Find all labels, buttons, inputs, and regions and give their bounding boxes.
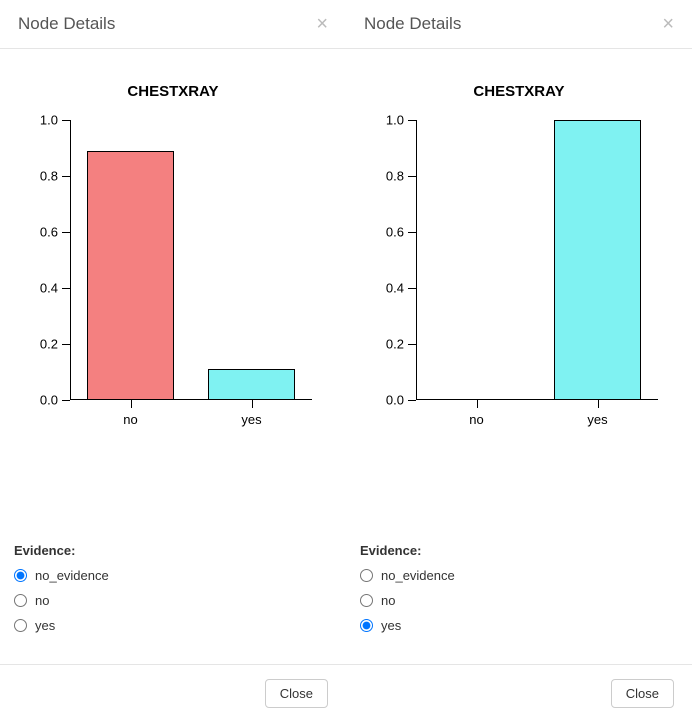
y-tick-label: 0.2 xyxy=(386,337,404,352)
radio-input[interactable] xyxy=(360,619,373,632)
panel-body: CHESTXRAY 0.00.20.40.60.81.0noyes Eviden… xyxy=(346,49,692,664)
y-tick-label: 0.0 xyxy=(386,393,404,408)
node-details-panel: Node Details × CHESTXRAY 0.00.20.40.60.8… xyxy=(0,0,346,722)
y-tick-label: 0.6 xyxy=(386,225,404,240)
y-tick xyxy=(62,400,70,401)
panel-body: CHESTXRAY 0.00.20.40.60.81.0noyes Eviden… xyxy=(0,49,346,664)
chart-area: CHESTXRAY 0.00.20.40.60.81.0noyes xyxy=(360,83,678,503)
panel-title: Node Details xyxy=(364,14,461,34)
radio-label: yes xyxy=(35,618,55,633)
panel-footer: Close xyxy=(0,664,346,722)
y-tick xyxy=(62,232,70,233)
bar-no xyxy=(87,151,174,400)
y-tick xyxy=(62,176,70,177)
y-tick xyxy=(408,120,416,121)
radio-input[interactable] xyxy=(14,569,27,582)
chart-area: CHESTXRAY 0.00.20.40.60.81.0noyes xyxy=(14,83,332,503)
radio-input[interactable] xyxy=(360,569,373,582)
radio-input[interactable] xyxy=(14,619,27,632)
y-tick-label: 0.2 xyxy=(40,337,58,352)
bar-yes xyxy=(208,369,295,400)
evidence-label: Evidence: xyxy=(360,543,678,558)
node-details-panel: Node Details × CHESTXRAY 0.00.20.40.60.8… xyxy=(346,0,692,722)
x-tick xyxy=(598,400,599,408)
x-tick-label: no xyxy=(469,412,483,427)
evidence-option-no[interactable]: no xyxy=(14,593,332,608)
close-button[interactable]: Close xyxy=(265,679,328,708)
evidence-option-no_evidence[interactable]: no_evidence xyxy=(360,568,678,583)
dialog-container: Node Details × CHESTXRAY 0.00.20.40.60.8… xyxy=(0,0,692,722)
y-tick-label: 0.6 xyxy=(40,225,58,240)
chart-title: CHESTXRAY xyxy=(14,83,332,100)
y-tick xyxy=(62,344,70,345)
close-icon[interactable]: × xyxy=(316,14,328,34)
bar-chart: 0.00.20.40.60.81.0noyes xyxy=(70,120,312,400)
y-tick-label: 1.0 xyxy=(40,113,58,128)
radio-label: no_evidence xyxy=(35,568,109,583)
x-tick-label: yes xyxy=(241,412,261,427)
y-tick-label: 0.8 xyxy=(386,169,404,184)
y-tick xyxy=(408,232,416,233)
close-icon[interactable]: × xyxy=(662,14,674,34)
y-tick xyxy=(408,176,416,177)
panel-title: Node Details xyxy=(18,14,115,34)
y-tick xyxy=(408,400,416,401)
evidence-option-yes[interactable]: yes xyxy=(14,618,332,633)
evidence-section: Evidence: no_evidence no yes xyxy=(14,543,332,633)
y-tick-label: 0.0 xyxy=(40,393,58,408)
radio-label: yes xyxy=(381,618,401,633)
evidence-option-yes[interactable]: yes xyxy=(360,618,678,633)
evidence-option-no[interactable]: no xyxy=(360,593,678,608)
x-tick xyxy=(477,400,478,408)
chart-title: CHESTXRAY xyxy=(360,83,678,100)
y-tick-label: 0.4 xyxy=(386,281,404,296)
radio-label: no xyxy=(381,593,395,608)
y-tick-label: 0.4 xyxy=(40,281,58,296)
x-tick xyxy=(131,400,132,408)
evidence-option-no_evidence[interactable]: no_evidence xyxy=(14,568,332,583)
panel-footer: Close xyxy=(346,664,692,722)
y-tick xyxy=(408,344,416,345)
bar-chart: 0.00.20.40.60.81.0noyes xyxy=(416,120,658,400)
y-tick-label: 0.8 xyxy=(40,169,58,184)
evidence-label: Evidence: xyxy=(14,543,332,558)
x-tick xyxy=(252,400,253,408)
bar-yes xyxy=(554,120,641,400)
radio-input[interactable] xyxy=(14,594,27,607)
y-tick-label: 1.0 xyxy=(386,113,404,128)
evidence-section: Evidence: no_evidence no yes xyxy=(360,543,678,633)
x-tick-label: yes xyxy=(587,412,607,427)
y-tick xyxy=(62,120,70,121)
panel-header: Node Details × xyxy=(346,0,692,49)
radio-label: no_evidence xyxy=(381,568,455,583)
close-button[interactable]: Close xyxy=(611,679,674,708)
y-tick xyxy=(408,288,416,289)
y-tick xyxy=(62,288,70,289)
radio-input[interactable] xyxy=(360,594,373,607)
x-tick-label: no xyxy=(123,412,137,427)
panel-header: Node Details × xyxy=(0,0,346,49)
radio-label: no xyxy=(35,593,49,608)
